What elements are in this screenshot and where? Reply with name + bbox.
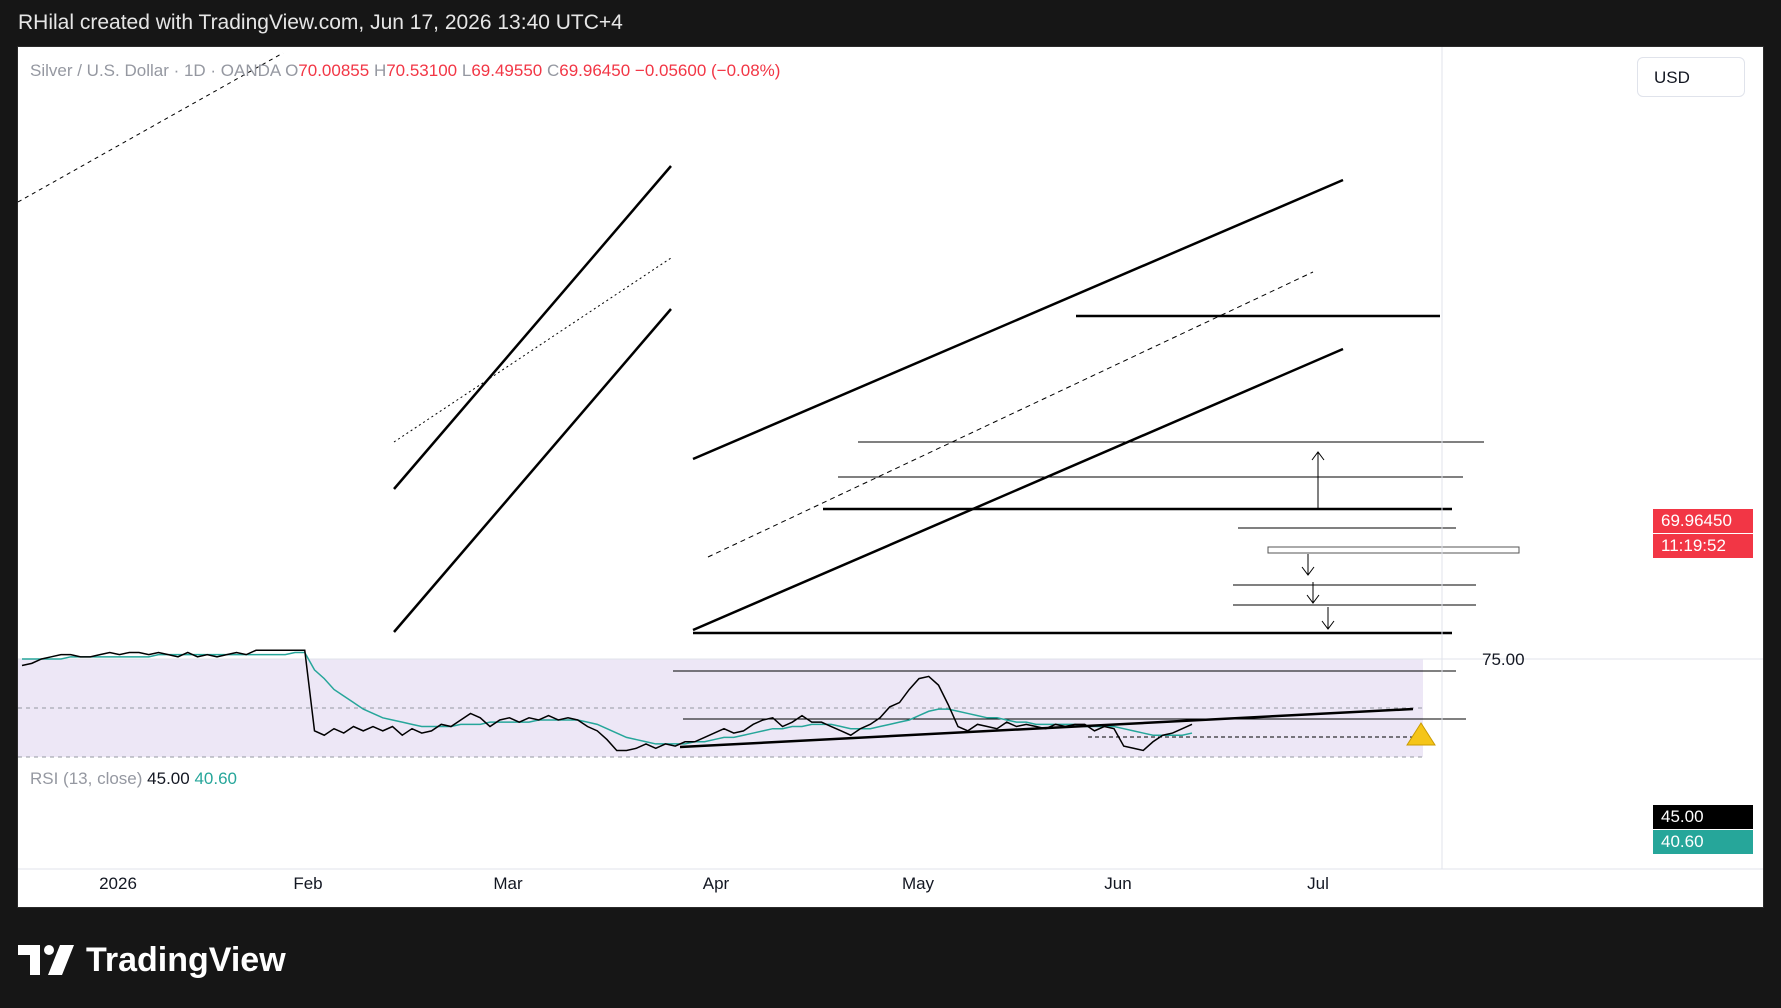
time-axis-label: Feb — [293, 874, 322, 893]
time-axis-label: Mar — [493, 874, 523, 893]
time-axis-label: Apr — [703, 874, 730, 893]
time-axis-label: Jun — [1104, 874, 1131, 893]
chart-canvas[interactable]: 110.00000102.0000094.0000086.0000081.000… — [18, 47, 1764, 908]
time-axis-label: 2026 — [99, 874, 137, 893]
countdown-badge: 11:19:52 — [1653, 534, 1753, 558]
chart-panel[interactable]: 110.00000102.0000094.0000086.0000081.000… — [17, 46, 1764, 908]
channel1-upper — [393, 165, 672, 490]
rsi-ma-line — [22, 651, 1193, 745]
open-value: 70.00855 — [298, 61, 370, 80]
attribution-text: RHilal created with TradingView.com, Jun… — [18, 11, 623, 34]
rsi-value-badge: 45.00 — [1653, 805, 1753, 829]
rsi-legend[interactable]: RSI (13, close) 45.00 40.60 — [30, 769, 237, 789]
down-arrow-2-head — [1306, 594, 1320, 604]
time-axis-label: May — [902, 874, 935, 893]
channel2-upper — [692, 178, 1344, 461]
symbol-label[interactable]: Silver / U.S. Dollar · 1D · OANDA — [30, 61, 281, 80]
low-value: 69.49550 — [471, 61, 543, 80]
change-value: −0.05600 (−0.08%) — [634, 61, 781, 80]
channel2-lower — [692, 347, 1344, 632]
down-arrow-3-head — [1321, 620, 1335, 630]
tradingview-logo[interactable]: TradingView — [18, 935, 286, 985]
chart-legend: Silver / U.S. Dollar · 1D · OANDA O70.00… — [30, 61, 780, 81]
rsi-ma-value: 40.60 — [194, 769, 237, 788]
high-value: 70.53100 — [386, 61, 458, 80]
attribution-header: RHilal created with TradingView.com, Jun… — [0, 0, 1781, 46]
rsi-ma-badge: 40.60 — [1653, 830, 1753, 854]
rsi-line — [21, 649, 1193, 752]
currency-button[interactable]: USD — [1637, 57, 1745, 97]
tradingview-logo-icon — [18, 945, 74, 975]
warning-icon — [1406, 722, 1436, 746]
channel1-lower — [393, 308, 672, 633]
down-arrow-1-head — [1301, 566, 1315, 576]
close-value: 69.96450 — [559, 61, 631, 80]
open-label: O — [285, 61, 299, 80]
trend-dashed-top — [18, 52, 284, 203]
brand-wordmark: TradingView — [86, 940, 286, 979]
close-label: C — [546, 61, 560, 80]
rsi-axis-label: 75.00 — [1482, 650, 1525, 669]
target-zone-box — [1267, 546, 1520, 554]
up-arrow-head — [1311, 451, 1325, 461]
last-price-badge: 69.96450 — [1653, 509, 1753, 533]
high-label: H — [373, 61, 387, 80]
rsi-value: 45.00 — [147, 769, 190, 788]
channel2-mid — [707, 271, 1314, 558]
rsi-trendline — [679, 707, 1414, 749]
low-label: L — [461, 61, 472, 80]
time-axis-label: Jul — [1307, 874, 1329, 893]
rsi-indicator-label: RSI (13, close) — [30, 769, 143, 788]
channel1-mid — [393, 257, 672, 443]
